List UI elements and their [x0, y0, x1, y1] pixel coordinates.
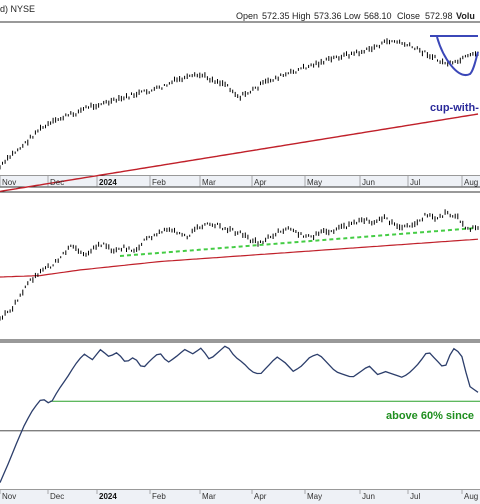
x-tick-label-top-dec: Dec: [50, 178, 64, 187]
x-tick-label-bottom-2024: 2024: [99, 492, 117, 501]
x-tick-label-bottom-mar: Mar: [202, 492, 216, 501]
x-tick-label-bottom-dec: Dec: [50, 492, 64, 501]
x-tick-label-bottom-nov: Nov: [2, 492, 16, 501]
indicator-line: [0, 345, 479, 483]
x-tick-label-top-jul: Jul: [410, 178, 420, 187]
high-value: 573.36: [314, 11, 342, 21]
pattern-layer: [430, 35, 479, 76]
x-tick-label-bottom-jul: Jul: [410, 492, 420, 501]
open-label: Open: [236, 11, 258, 21]
x-tick-label-bottom-aug: Aug: [464, 492, 478, 501]
open-value: 572.35: [262, 11, 290, 21]
cup-with-handle-annotation: cup-with-: [430, 102, 479, 114]
x-tick-label-top-2024: 2024: [99, 178, 117, 187]
x-tick-label-top-nov: Nov: [2, 178, 16, 187]
low-value: 568.10: [364, 11, 392, 21]
price-moving-average: [0, 113, 479, 193]
x-tick-label-bottom-apr: Apr: [254, 492, 267, 501]
low-label: Low: [344, 11, 361, 21]
indicator-layer: [0, 345, 480, 483]
series-label: d) NYSE: [0, 4, 35, 14]
x-tick-label-bottom-feb: Feb: [152, 492, 166, 501]
close-label: Close: [397, 11, 420, 21]
x-tick-label-top-jun: Jun: [362, 178, 375, 187]
x-tick-label-bottom-jun: Jun: [362, 492, 375, 501]
x-axis-labels-bottom: Nov Dec 2024 Feb Mar Apr May Jun Jul Aug: [2, 492, 478, 501]
cup-with-handle-shape: [430, 35, 479, 76]
volume-label: Volu: [456, 11, 475, 21]
price-bars-layer: [0, 38, 479, 321]
price-date-band: [0, 176, 480, 187]
x-axis-labels-top: Nov Dec 2024 Feb Mar Apr May Jun Jul Aug: [2, 178, 478, 187]
relative-support-trendline: [119, 227, 477, 257]
above-60-annotation: above 60% since: [386, 410, 474, 422]
moving-average-layer: [0, 113, 479, 278]
x-tick-label-top-aug: Aug: [464, 178, 478, 187]
x-tick-label-top-feb: Feb: [152, 178, 166, 187]
high-label: High: [292, 11, 311, 21]
x-tick-label-top-mar: Mar: [202, 178, 216, 187]
x-tick-label-bottom-may: May: [307, 492, 322, 501]
x-tick-label-top-may: May: [307, 178, 322, 187]
grid-layer: [0, 176, 463, 494]
x-tick-label-top-apr: Apr: [254, 178, 267, 187]
relative-moving-average: [0, 238, 479, 278]
close-value: 572.98: [425, 11, 453, 21]
